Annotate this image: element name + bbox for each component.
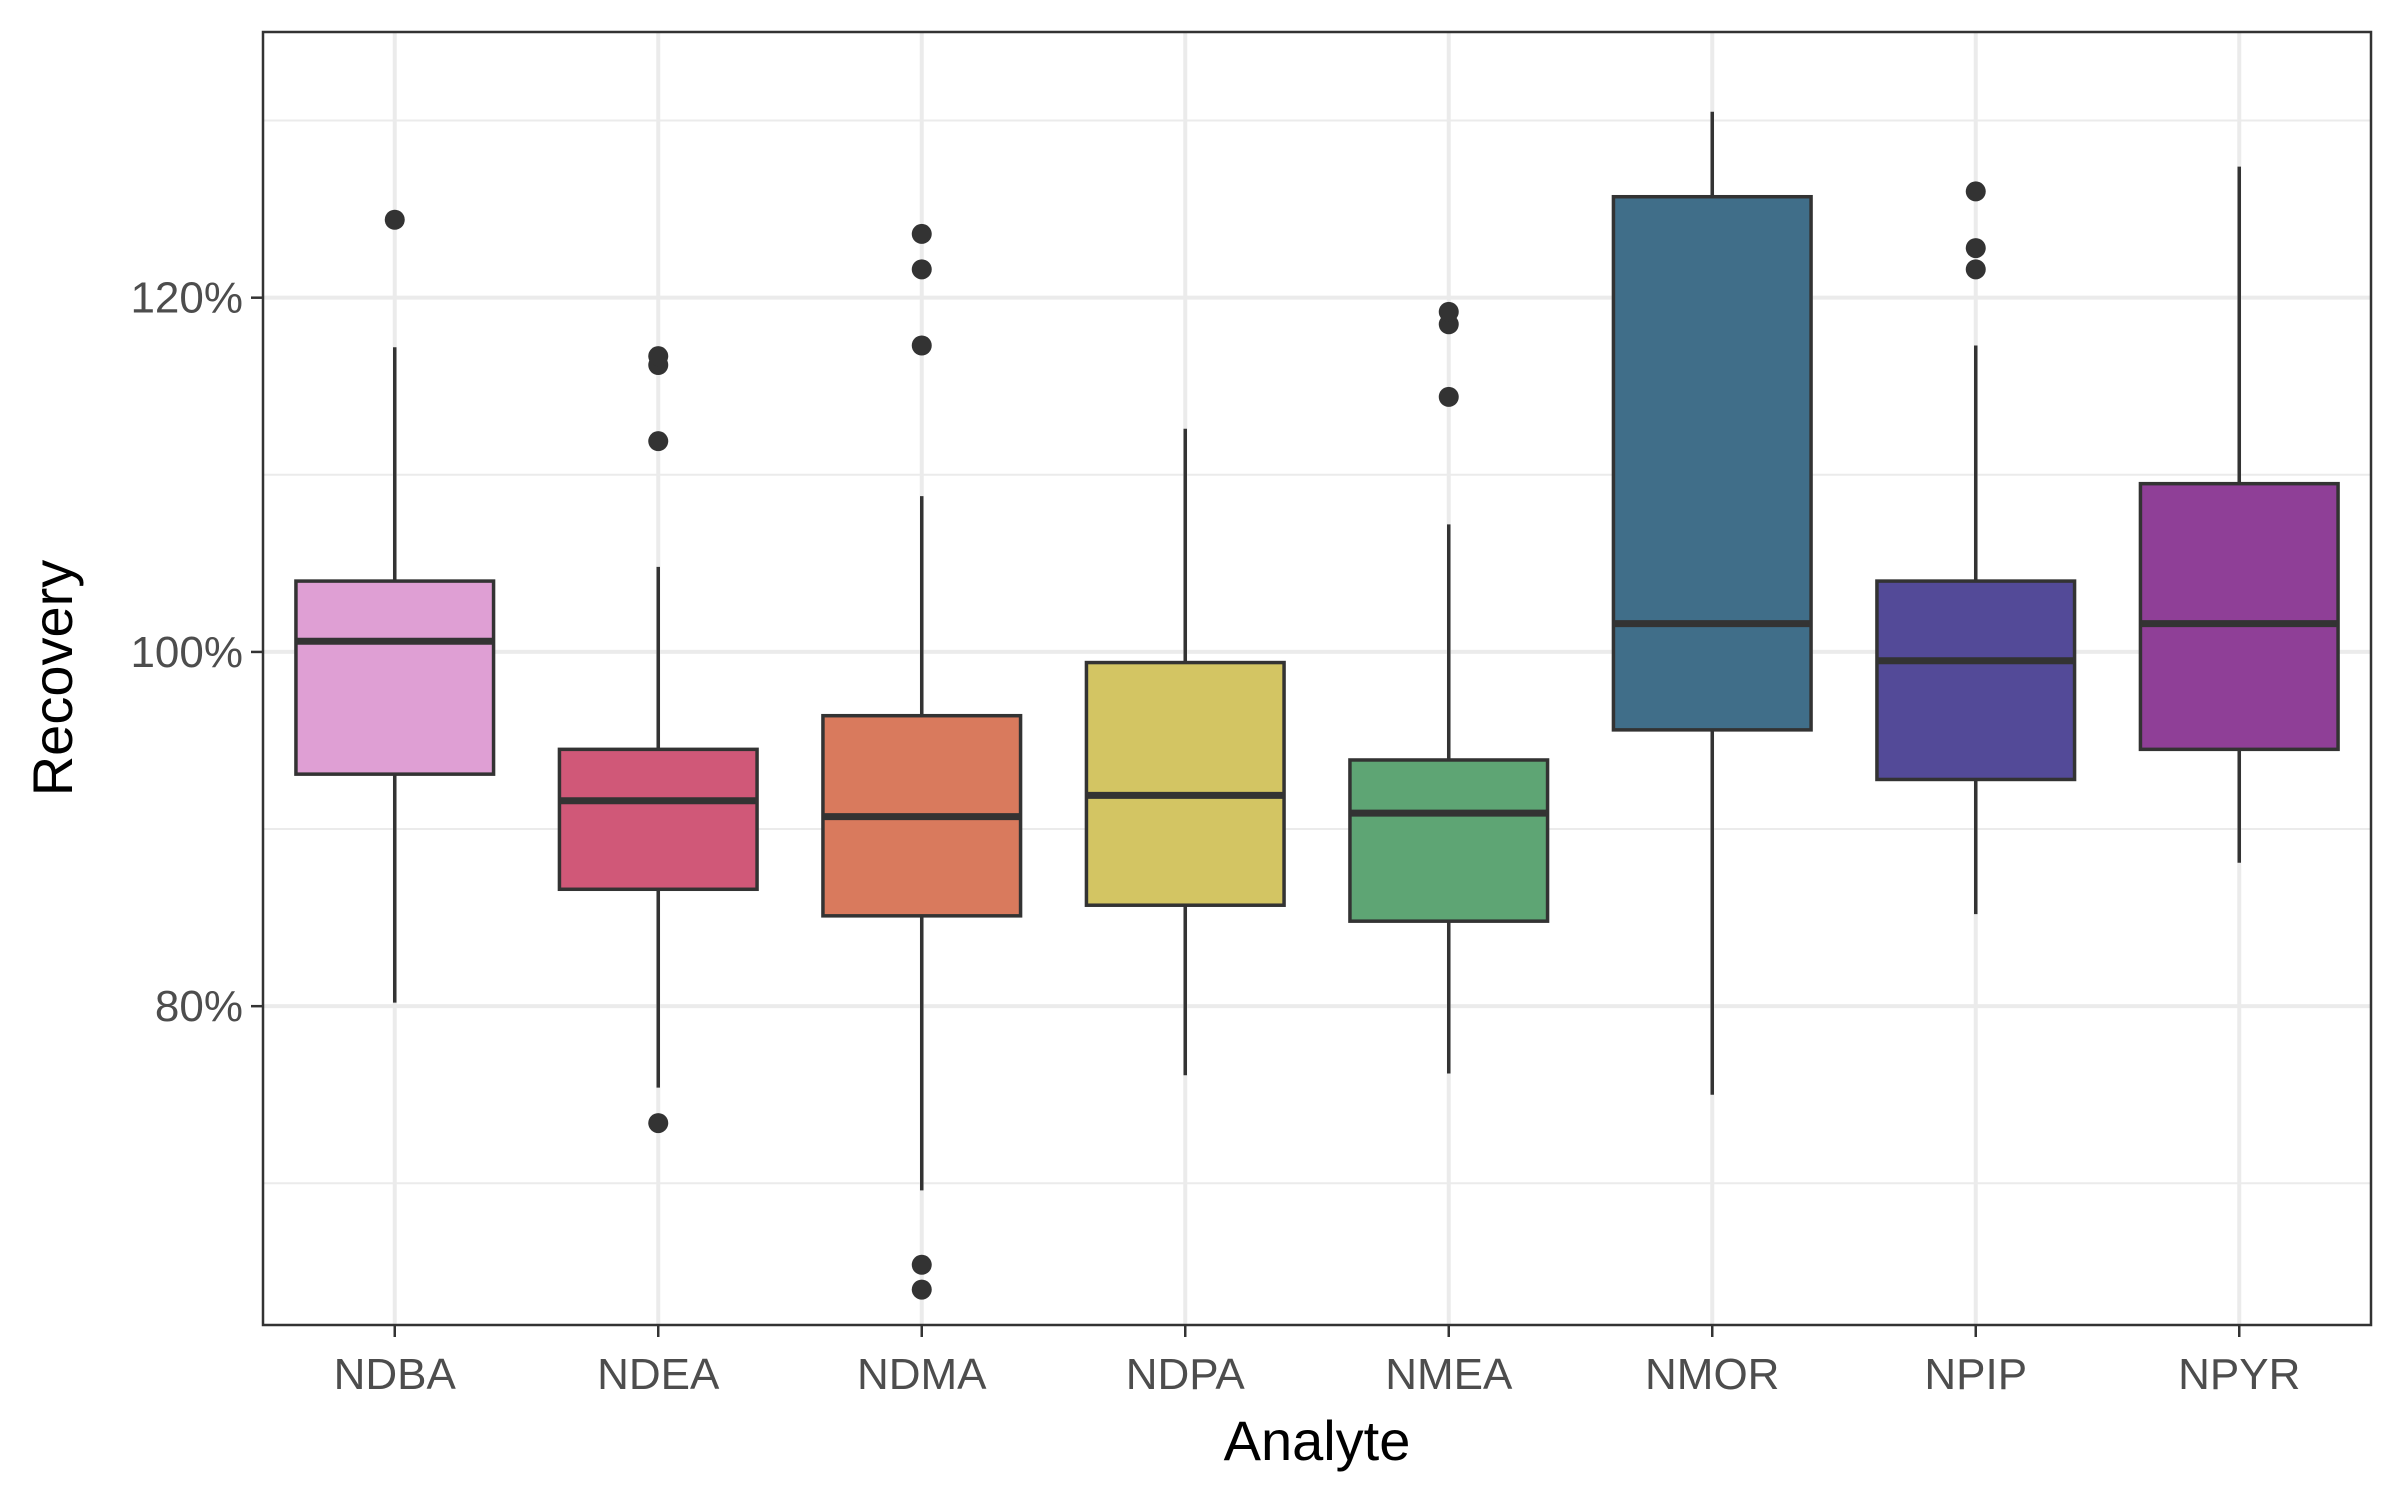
outlier-point xyxy=(1965,259,1986,280)
box-body xyxy=(294,579,496,776)
y-axis-title: Recovery xyxy=(21,560,84,797)
outlier-point xyxy=(648,431,669,452)
outlier-point xyxy=(1965,181,1986,202)
box-nmea xyxy=(1348,301,1550,1074)
outlier-point xyxy=(911,259,932,280)
outlier-point xyxy=(911,1254,932,1275)
x-tick-label: NDEA xyxy=(597,1350,720,1399)
outlier-point xyxy=(1438,386,1459,407)
outlier-point xyxy=(911,335,932,356)
outlier-point xyxy=(911,1279,932,1300)
x-tick-label: NDPA xyxy=(1126,1350,1246,1399)
box-nmor xyxy=(1611,111,1813,1095)
box-ndba xyxy=(294,209,496,1003)
box-ndma xyxy=(821,223,1023,1300)
outlier-point xyxy=(911,223,932,244)
outlier-point xyxy=(648,346,669,367)
x-tick-label: NDMA xyxy=(857,1350,987,1399)
box-body xyxy=(1084,660,1286,907)
box-body xyxy=(557,747,759,892)
plot-border xyxy=(261,30,2373,1327)
x-tick-label: NPIP xyxy=(1924,1350,2027,1399)
outlier-point xyxy=(648,1113,669,1134)
y-tick-label: 100% xyxy=(130,628,243,677)
y-tick-label: 120% xyxy=(130,274,243,323)
box-layer xyxy=(294,111,2340,1300)
y-tick-label: 80% xyxy=(155,982,243,1031)
x-tick-label: NMOR xyxy=(1645,1350,1779,1399)
box-npyr xyxy=(2138,166,2340,863)
box-body xyxy=(2138,481,2340,752)
box-npip xyxy=(1875,181,2077,915)
axis-layer: 80% 100% 120% NDBA NDEA NDMA NDPA NMEA NMOR NPIP N… xyxy=(130,274,2300,1399)
x-tick-label: NDBA xyxy=(334,1350,457,1399)
box-ndea xyxy=(557,346,759,1134)
x-tick-label: NPYR xyxy=(2178,1350,2300,1399)
outlier-point xyxy=(1965,238,1986,259)
box-body xyxy=(1611,194,1813,732)
outlier-point xyxy=(1438,301,1459,322)
box-ndpa xyxy=(1084,428,1286,1076)
x-axis-title: Analyte xyxy=(1224,1409,1411,1472)
x-tick-label: NMEA xyxy=(1385,1350,1513,1399)
outlier-point xyxy=(384,209,405,230)
box-body xyxy=(1348,758,1550,923)
box-body xyxy=(1875,579,2077,782)
